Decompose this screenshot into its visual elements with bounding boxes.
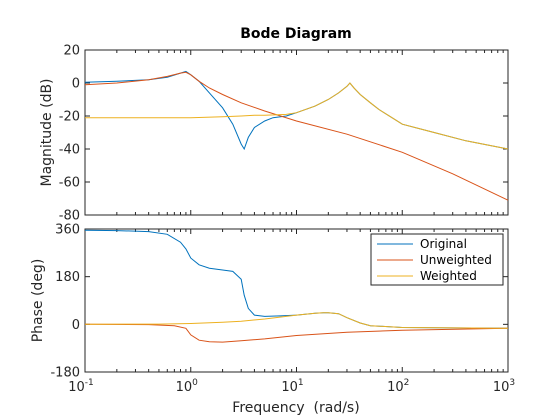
y-tick-label: -180 [50,366,80,381]
y-tick-label: 0 [72,77,80,92]
magnitude-ylabel: Magnitude (dB) [39,78,55,186]
series-line-weighted [84,312,509,329]
series-line-weighted [85,82,509,150]
legend: Original Unweighted Weighted [370,233,504,286]
y-tick-label: -60 [59,176,80,191]
legend-label-original: Original [420,237,467,251]
y-tick-label: -20 [59,110,80,125]
y-tick-label: 360 [55,223,80,238]
phase-ticks: 360 180 0 -180 [50,223,509,381]
chart-title: Bode Diagram [240,26,352,42]
y-tick-label: -40 [59,143,80,158]
y-tick-label: 20 [63,44,80,59]
x-axis-label: Frequency (rad/s) [232,400,359,416]
y-tick-label: 0 [72,318,80,333]
series-line-unweighted [84,323,509,343]
x-tick-label: 103 [493,378,515,395]
legend-label-unweighted: Unweighted [420,253,492,267]
magnitude-lines [84,70,509,201]
y-tick-label: 180 [55,270,80,285]
x-tick-labels: 10-1 100 101 102 103 [68,378,515,395]
x-tick-label: 10-1 [68,378,94,395]
phase-ylabel: Phase (deg) [30,259,46,343]
phase-lines [84,229,509,343]
x-tick-label: 101 [281,378,303,395]
series-line-unweighted [84,71,509,201]
x-tick-label: 102 [387,378,409,395]
x-tick-label: 100 [176,378,199,395]
y-tick-label: -80 [59,209,80,224]
magnitude-ticks: 20 0 -20 -40 -60 -80 [59,44,509,224]
legend-label-weighted: Weighted [420,269,477,283]
magnitude-axes-box [84,49,509,216]
